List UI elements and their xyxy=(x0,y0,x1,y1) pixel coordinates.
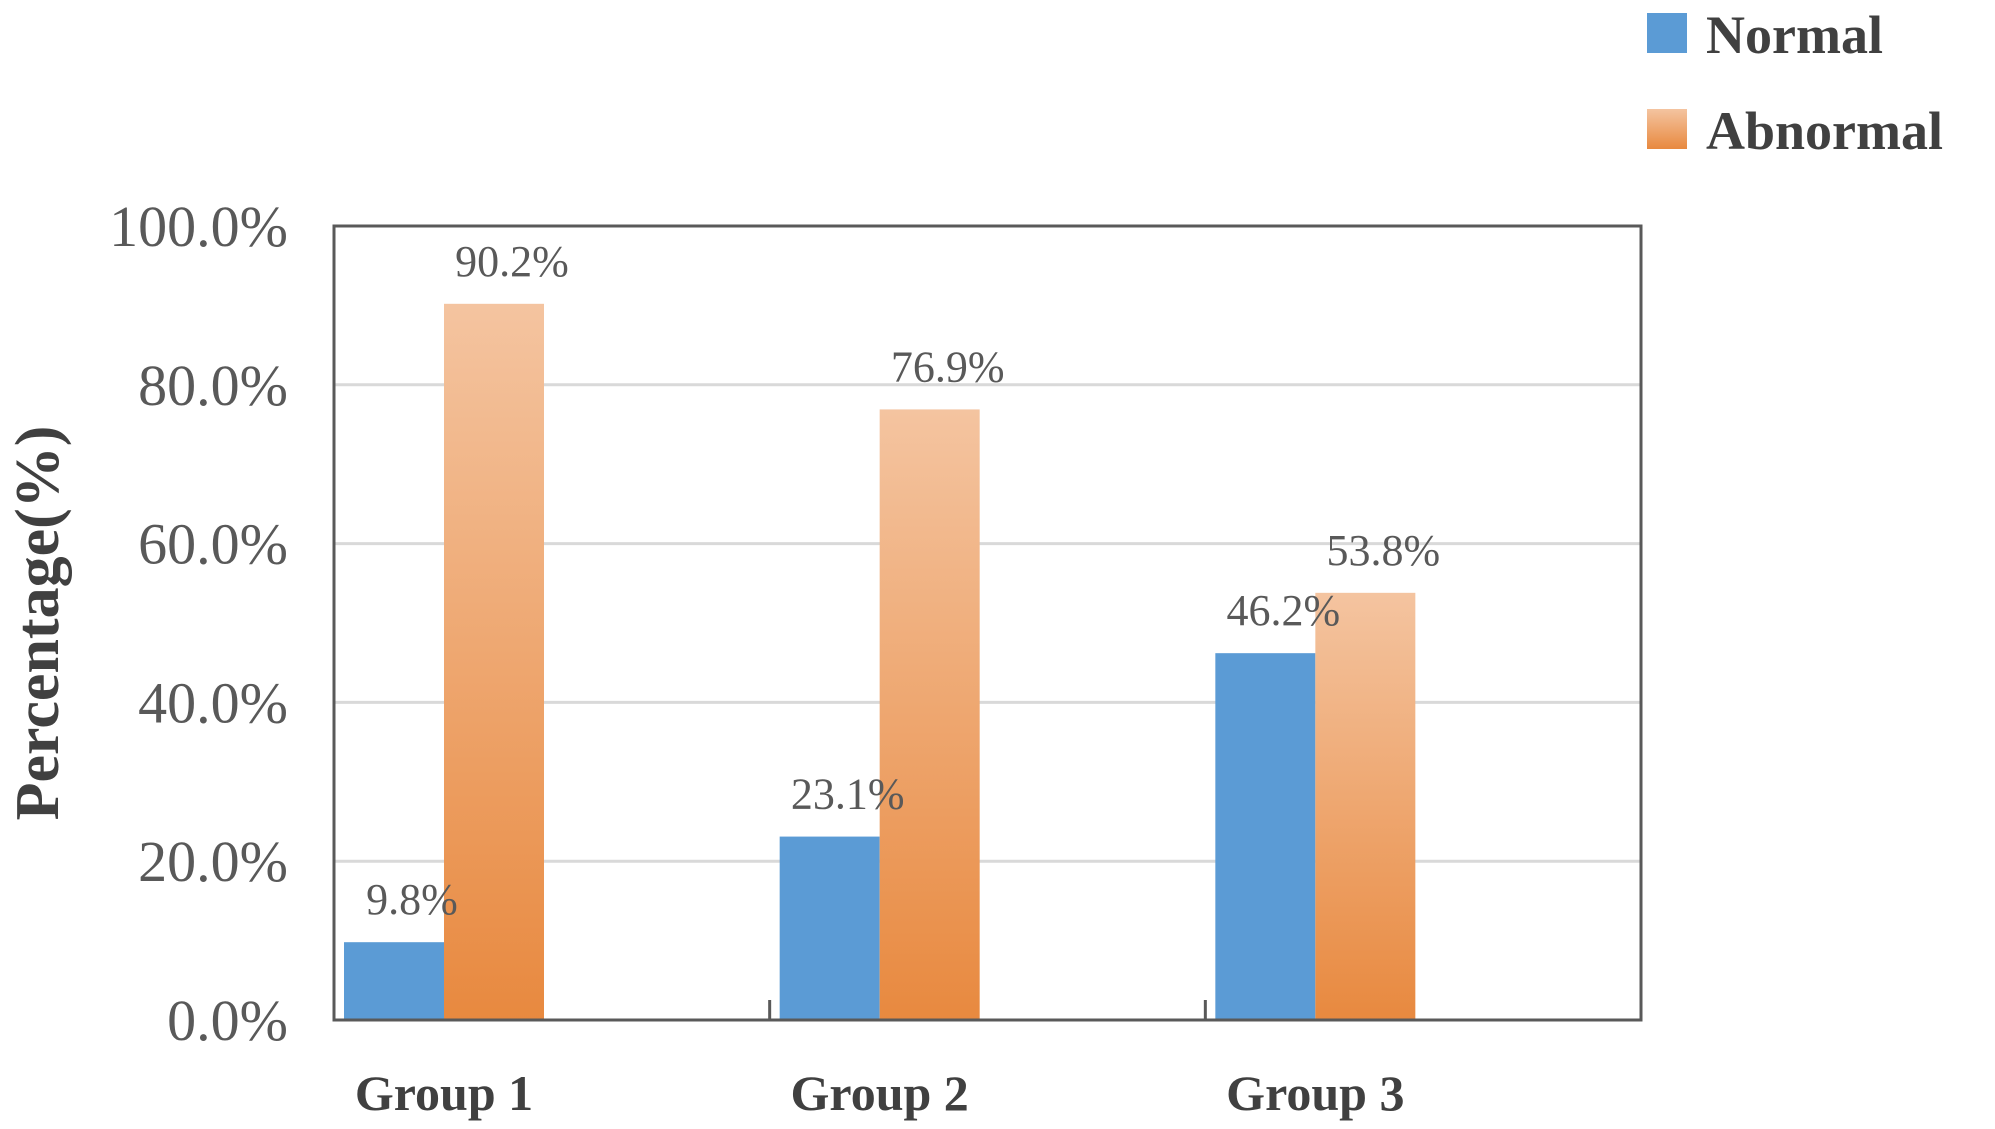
legend-label-normal: Normal xyxy=(1706,5,1883,65)
data-label-abnormal-3: 53.8% xyxy=(1327,526,1441,575)
bar-abnormal-2 xyxy=(879,409,980,1020)
plot-area-frame xyxy=(332,224,1643,1022)
y-tick-label: 20.0% xyxy=(138,829,288,894)
y-tick-label: 40.0% xyxy=(138,670,288,735)
bar-abnormal-1 xyxy=(444,303,544,1020)
x-category-label: Group 2 xyxy=(791,1065,969,1121)
x-axis-category-labels: Group 1 Group 2 Group 3 xyxy=(355,1065,1405,1121)
legend-swatch-abnormal xyxy=(1647,109,1687,149)
legend: Normal Abnormal xyxy=(1647,5,1943,161)
data-label-normal-2: 23.1% xyxy=(791,770,905,819)
bar-normal-2 xyxy=(779,836,880,1020)
data-label-abnormal-1: 90.2% xyxy=(455,237,569,286)
y-tick-label: 60.0% xyxy=(138,512,288,577)
data-labels: 9.8% 90.2% 23.1% 76.9% 46.2% 53.8% xyxy=(366,237,1440,924)
y-axis-tick-labels: 0.0% 20.0% 40.0% 60.0% 80.0% 100.0% xyxy=(109,194,288,1053)
data-label-normal-1: 9.8% xyxy=(366,875,458,924)
x-category-label: Group 1 xyxy=(355,1065,533,1121)
y-axis-title: Percentage(%) xyxy=(4,426,72,821)
data-label-abnormal-2: 76.9% xyxy=(891,342,1005,391)
y-tick-label: 80.0% xyxy=(138,353,288,418)
data-label-normal-3: 46.2% xyxy=(1227,586,1341,635)
x-axis-ticks xyxy=(768,1000,1207,1020)
legend-swatch-normal xyxy=(1647,13,1687,53)
legend-label-abnormal: Abnormal xyxy=(1706,101,1943,161)
y-tick-label: 100.0% xyxy=(109,194,288,259)
bar-abnormal-3 xyxy=(1315,592,1416,1020)
bars xyxy=(344,303,1416,1020)
y-tick-label: 0.0% xyxy=(167,988,288,1053)
x-category-label: Group 3 xyxy=(1226,1065,1404,1121)
gridlines xyxy=(334,383,1641,863)
bar-normal-3 xyxy=(1215,653,1316,1020)
bar-normal-1 xyxy=(344,942,444,1020)
